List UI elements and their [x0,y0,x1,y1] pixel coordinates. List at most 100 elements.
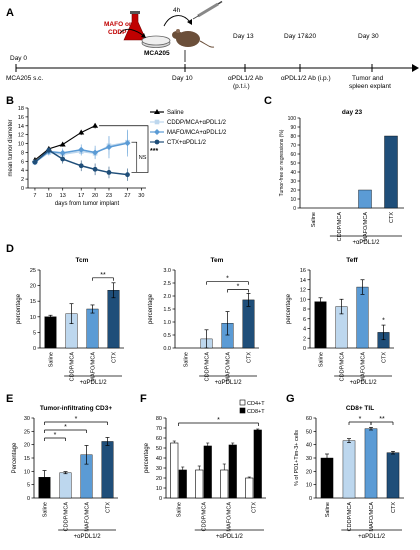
y-tick-label: 10 [24,469,30,475]
day10-label: Day 10 [172,75,193,82]
y-tick-label: 70 [156,426,162,432]
data-point [59,141,66,147]
bar [358,189,372,209]
category-label: CDDP/MCA [205,352,211,382]
treatment-label: +αPDL1/2 [358,534,386,540]
y-tick-label: 5 [33,330,36,336]
category-label: MAFO/MCA [91,352,97,382]
y-axis-label: percentage [286,293,292,324]
day13-label: Day 13 [233,33,254,40]
y-axis-label: Tumor-free or regressions (%) [279,129,285,196]
y-tick-label: 8 [303,307,306,313]
data-point [124,140,131,147]
data-point [92,122,99,128]
panel-c: C 0 10 20 30 40 50 60 70 80 90 100 day 23 Tumor-free… [264,95,404,246]
cd4-cd8-plot: 0 10 20 30 40 50 60 70 80 percentage Saline CDDP/MC… [144,399,266,540]
bar [170,442,179,499]
chart-title: day 23 [342,109,363,116]
petri-dish-icon [141,35,171,48]
panel-e: E 0 5 10 15 20 25 30 Tumor-infiltrating CD3+ Per… [6,393,118,540]
bar [101,441,114,499]
y-tick-label: 0 [33,346,36,352]
category-label: CDDP/MCA [70,352,76,382]
data-point [78,163,84,169]
legend-marker [154,139,160,145]
x-tick-label: 7 [33,193,36,199]
y-tick-label: 30 [24,416,30,422]
bar [356,286,369,349]
arrow-to-dish [119,28,145,37]
bar [195,469,204,499]
tumor-growth-plot: 0 2 4 6 8 10 12 14 16 18 7 10 13 17 20 23 27 30 days from … [8,106,227,207]
treatment-label: +αPDL1/2 [352,240,380,246]
category-label: MAFO/MCA [363,212,369,242]
y-tick-label: 80 [156,416,162,422]
significance-label: * [54,432,57,439]
y-tick-label: 2.5 [163,281,171,287]
y-tick-label: 12 [300,288,306,294]
legend-marker [154,109,160,114]
significance-label: ** [379,416,385,423]
bar [44,316,57,349]
category-label: CTX [247,352,253,363]
y-tick-label: 50 [290,161,296,167]
y-tick-label: 50 [306,429,312,435]
bar [86,308,99,349]
y-tick-label: 30 [290,179,296,185]
cd8-til-plot: 0 10 20 30 40 50 60 CD8+ TIL % of PD1+Tim-3+ cel… [294,405,404,540]
category-label: MAFO/MCA [85,502,91,532]
y-tick-label: 6 [21,159,24,165]
bar [178,469,187,499]
x-axis-label: days from tumor implant [55,201,120,207]
category-label: CTX [106,502,112,513]
data-point [32,159,38,165]
day13-sub2: (p.t.i.) [233,83,250,90]
chart-title: Tumor-infiltrating CD3+ [40,405,112,412]
data-point [78,146,85,153]
bar [59,472,72,499]
arrow-to-mouse [163,15,191,27]
day30-label: Day 30 [358,33,379,40]
y-tick-label: 0 [21,186,24,192]
y-tick-label: 0 [293,206,296,212]
y-tick-label: 25 [30,268,36,274]
y-tick-label: 30 [156,466,162,472]
x-tick-label: 20 [92,193,98,199]
panel-label-f: F [140,393,147,405]
y-tick-label: 4 [303,327,306,333]
cell-line-label: MCA205 [144,50,170,57]
y-tick-label: 60 [306,416,312,422]
chart-title: CD8+ TIL [346,405,374,412]
y-tick-label: 0 [309,496,312,502]
treatment-label: +αPDL1/2 [80,380,108,386]
tem-plot: 0.0 0.5 1.0 1.5 2.0 2.5 3.0 Tem percentage Saline… [148,257,259,386]
treatment-label: +αPDL1/2 [350,380,378,386]
day0-sub: MCA205 s.c. [6,75,43,82]
y-tick-label: 12 [18,133,24,139]
category-label: MAFO/MCA [369,502,375,532]
category-label: Saline [319,352,325,367]
y-tick-label: 1.5 [163,307,171,313]
y-tick-label: 20 [306,469,312,475]
legend-marker [154,129,160,135]
significance-label: * [226,276,229,283]
treatment-label: +αPDL1/2 [215,380,243,386]
category-label: Saline [325,502,331,517]
cd3-plot: 0 5 10 15 20 25 30 Tumor-infiltrating CD3+ Perce… [12,405,118,540]
panel-label-b: B [6,95,14,107]
data-point [78,129,85,135]
y-tick-label: 30 [306,456,312,462]
x-tick-label: 23 [106,193,112,199]
x-tick-label: 27 [124,193,130,199]
y-tick-label: 3.0 [163,268,171,274]
x-tick-label: 13 [60,193,66,199]
y-tick-label: 8 [21,150,24,156]
interval-label: 4h [173,7,181,14]
category-label: CDDP/MCA [64,502,70,532]
significance-label: * [359,416,362,423]
y-axis-label: percentage [144,442,150,473]
significance-label: * [382,318,385,325]
treatment-label: +αPDL1/2 [216,534,244,540]
panel-label-e: E [6,393,13,405]
panel-b: B 0 2 4 6 8 10 12 14 16 18 7 10 13 17 20 23 27 30 days fro… [6,95,227,207]
